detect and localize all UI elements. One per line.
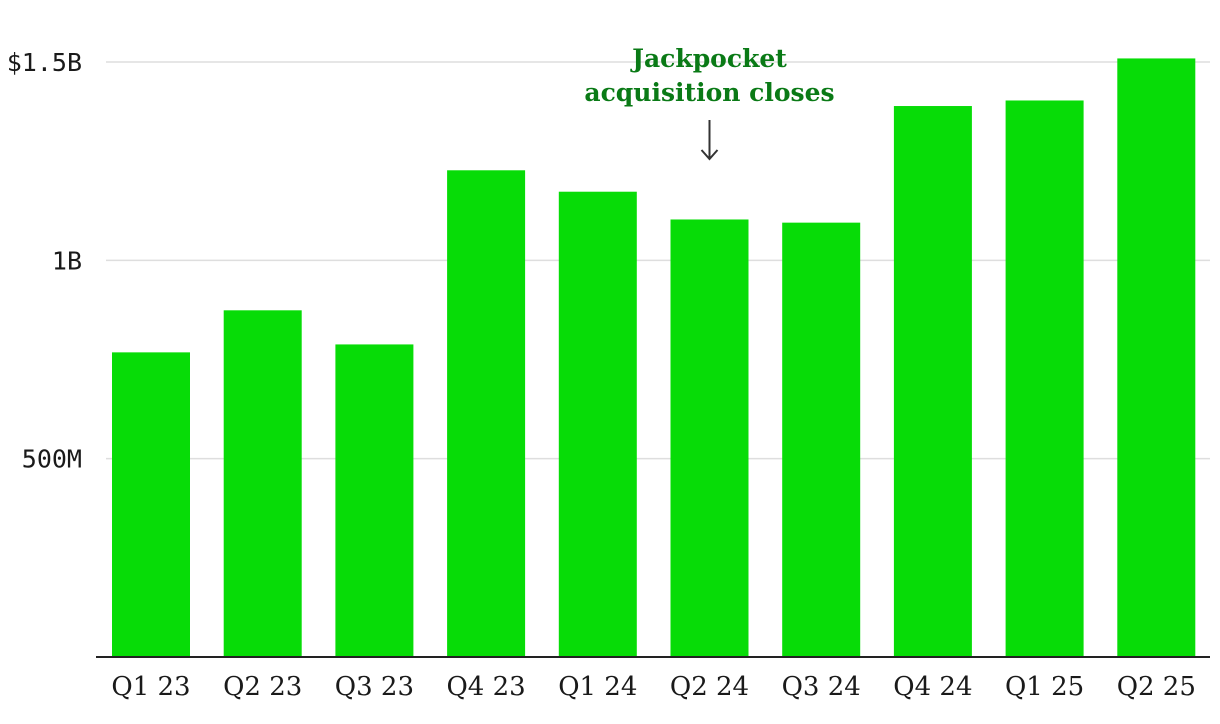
bar — [223, 310, 302, 657]
bar — [670, 219, 749, 657]
x-tick-label: Q4 23 — [446, 672, 525, 702]
bar — [112, 352, 190, 657]
bar — [1117, 58, 1196, 658]
annotation-line-1: Jackpocket — [630, 44, 787, 73]
x-tick-label: Q3 23 — [335, 672, 414, 702]
bars — [112, 58, 1196, 658]
bar — [782, 222, 861, 657]
bar — [558, 191, 637, 657]
x-tick-label: Q2 23 — [223, 672, 302, 702]
x-tick-label: Q1 24 — [558, 672, 637, 702]
annotation-arrow-icon — [700, 120, 719, 161]
bar — [447, 170, 526, 658]
y-tick-label: $1.5B — [7, 48, 82, 77]
y-axis-ticks: 500M 1B $1.5B — [7, 48, 82, 474]
bar — [1005, 100, 1084, 657]
x-tick-label: Q1 25 — [1005, 672, 1084, 702]
x-tick-label: Q1 23 — [111, 672, 190, 702]
bar — [335, 344, 414, 657]
annotation-line-2: acquisition closes — [584, 78, 834, 107]
x-tick-label: Q2 25 — [1117, 672, 1196, 702]
y-tick-label: 1B — [52, 246, 82, 275]
x-tick-label: Q3 24 — [782, 672, 861, 702]
annotation: Jackpocket acquisition closes — [584, 44, 835, 161]
x-tick-label: Q4 24 — [893, 672, 972, 702]
x-axis-ticks: Q1 23 Q2 23 Q3 23 Q4 23 Q1 24 Q2 24 Q3 24 Q4 24… — [111, 672, 1196, 702]
bar — [893, 106, 972, 657]
x-tick-label: Q2 24 — [670, 672, 749, 702]
y-tick-label: 500M — [22, 445, 82, 474]
